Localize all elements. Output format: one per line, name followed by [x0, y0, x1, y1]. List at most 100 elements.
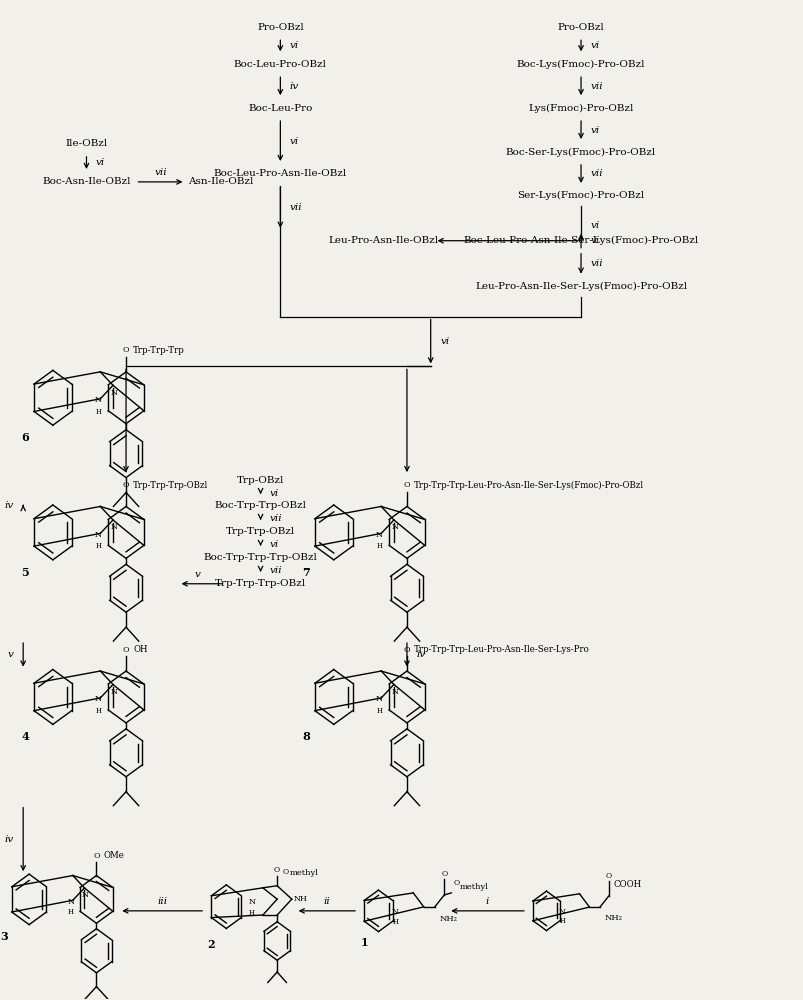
Text: COOH: COOH — [613, 880, 641, 889]
Text: vii: vii — [590, 169, 602, 178]
Text: Boc-Leu-Pro: Boc-Leu-Pro — [248, 104, 312, 113]
Text: H: H — [559, 917, 565, 925]
Text: Ile-OBzl: Ile-OBzl — [65, 139, 108, 148]
Text: N: N — [111, 523, 117, 531]
Text: Boc-Trp-Trp-Trp-OBzl: Boc-Trp-Trp-Trp-OBzl — [203, 553, 317, 562]
Text: 7: 7 — [302, 567, 310, 578]
Text: Trp-Trp-OBzl: Trp-Trp-OBzl — [226, 527, 295, 536]
Text: Pro-OBzl: Pro-OBzl — [257, 23, 304, 32]
Text: O: O — [123, 346, 129, 354]
Text: Boc-Leu-Pro-OBzl: Boc-Leu-Pro-OBzl — [234, 60, 327, 69]
Text: vii: vii — [290, 203, 302, 212]
Text: vii: vii — [590, 259, 602, 268]
Text: N: N — [95, 531, 102, 539]
Text: O: O — [123, 481, 129, 489]
Text: 1: 1 — [360, 937, 368, 948]
Text: Boc-Trp-Trp-OBzl: Boc-Trp-Trp-OBzl — [214, 501, 306, 510]
Text: vi: vi — [96, 158, 105, 167]
Text: iv: iv — [5, 501, 14, 510]
Text: 5: 5 — [21, 567, 29, 578]
Text: N: N — [375, 531, 382, 539]
Text: N: N — [391, 523, 398, 531]
Text: N: N — [248, 898, 255, 906]
Text: OMe: OMe — [103, 851, 124, 860]
Text: O: O — [274, 866, 280, 874]
Text: Leu-Pro-Asn-Ile-OBzl: Leu-Pro-Asn-Ile-OBzl — [328, 236, 438, 245]
Text: N: N — [95, 695, 102, 703]
Text: O: O — [441, 870, 446, 878]
Text: 4: 4 — [21, 731, 29, 742]
Text: 8: 8 — [302, 731, 310, 742]
Text: H: H — [96, 542, 101, 550]
Text: iv: iv — [416, 650, 425, 659]
Text: vi: vi — [440, 337, 449, 346]
Text: O: O — [453, 879, 459, 887]
Text: vi: vi — [590, 236, 599, 245]
Text: iv: iv — [290, 82, 299, 91]
Text: N: N — [375, 695, 382, 703]
Text: 3: 3 — [0, 931, 7, 942]
Text: H: H — [376, 707, 381, 715]
Text: Asn-Ile-OBzl: Asn-Ile-OBzl — [188, 177, 254, 186]
Text: Pro-OBzl: Pro-OBzl — [557, 23, 604, 32]
Text: vi: vi — [270, 540, 279, 549]
Text: methyl: methyl — [289, 869, 318, 877]
Text: Trp-Trp-Trp-OBzl: Trp-Trp-Trp-OBzl — [133, 481, 208, 490]
Text: Boc-Leu-Pro-Asn-Ile-OBzl: Boc-Leu-Pro-Asn-Ile-OBzl — [214, 169, 347, 178]
Text: NH: NH — [293, 895, 307, 903]
Text: N: N — [111, 688, 117, 696]
Text: Trp-Trp-Trp-Leu-Pro-Asn-Ile-Ser-Lys-Pro: Trp-Trp-Trp-Leu-Pro-Asn-Ile-Ser-Lys-Pro — [414, 645, 589, 654]
Text: O: O — [282, 868, 288, 876]
Text: i: i — [485, 897, 489, 906]
Text: vii: vii — [270, 566, 283, 575]
Text: Trp-Trp-Trp: Trp-Trp-Trp — [133, 346, 185, 355]
Text: Boc-Lys(Fmoc)-Pro-OBzl: Boc-Lys(Fmoc)-Pro-OBzl — [516, 60, 645, 69]
Text: 2: 2 — [207, 939, 215, 950]
Text: N: N — [391, 688, 398, 696]
Text: Lys(Fmoc)-Pro-OBzl: Lys(Fmoc)-Pro-OBzl — [528, 104, 633, 113]
Text: NH₂: NH₂ — [604, 914, 622, 922]
Text: H: H — [68, 908, 74, 916]
Text: Leu-Pro-Asn-Ile-Ser-Lys(Fmoc)-Pro-OBzl: Leu-Pro-Asn-Ile-Ser-Lys(Fmoc)-Pro-OBzl — [475, 282, 687, 291]
Text: N: N — [82, 891, 89, 899]
Text: Trp-Trp-Trp-OBzl: Trp-Trp-Trp-OBzl — [214, 579, 306, 588]
Text: N: N — [111, 389, 117, 397]
Text: vi: vi — [590, 126, 599, 135]
Text: H: H — [392, 918, 397, 926]
Text: H: H — [96, 408, 101, 416]
Text: O: O — [93, 852, 100, 860]
Text: H: H — [249, 909, 255, 917]
Text: 6: 6 — [21, 432, 29, 443]
Text: ii: ii — [323, 897, 330, 906]
Text: H: H — [376, 542, 381, 550]
Text: Boc-Asn-Ile-OBzl: Boc-Asn-Ile-OBzl — [43, 177, 131, 186]
Text: vi: vi — [290, 41, 299, 50]
Text: N: N — [95, 396, 102, 404]
Text: Trp-Trp-Trp-Leu-Pro-Asn-Ile-Ser-Lys(Fmoc)-Pro-OBzl: Trp-Trp-Trp-Leu-Pro-Asn-Ile-Ser-Lys(Fmoc… — [414, 480, 643, 490]
Text: vi: vi — [590, 221, 599, 230]
Text: v: v — [194, 570, 201, 579]
Text: iv: iv — [5, 835, 14, 844]
Text: O: O — [403, 646, 410, 654]
Text: N: N — [558, 908, 565, 916]
Text: iii: iii — [157, 897, 167, 906]
Text: O: O — [403, 481, 410, 489]
Text: vi: vi — [590, 41, 599, 50]
Text: Boc-Ser-Lys(Fmoc)-Pro-OBzl: Boc-Ser-Lys(Fmoc)-Pro-OBzl — [505, 147, 655, 157]
Text: Trp-OBzl: Trp-OBzl — [237, 476, 284, 485]
Text: N: N — [67, 898, 75, 906]
Text: Ser-Lys(Fmoc)-Pro-OBzl: Ser-Lys(Fmoc)-Pro-OBzl — [517, 191, 644, 200]
Text: vi: vi — [290, 136, 299, 145]
Text: v: v — [8, 650, 14, 659]
Text: N: N — [391, 908, 398, 916]
Text: O: O — [123, 646, 129, 654]
Text: vii: vii — [154, 168, 166, 177]
Text: vii: vii — [590, 82, 602, 91]
Text: vii: vii — [270, 514, 283, 523]
Text: Boc-Leu-Pro-Asn-Ile-Ser-Lys(Fmoc)-Pro-OBzl: Boc-Leu-Pro-Asn-Ile-Ser-Lys(Fmoc)-Pro-OB… — [463, 236, 698, 245]
Text: H: H — [96, 707, 101, 715]
Text: NH₂: NH₂ — [439, 915, 457, 923]
Text: OH: OH — [133, 645, 148, 654]
Text: vi: vi — [270, 489, 279, 498]
Text: methyl: methyl — [459, 883, 488, 891]
